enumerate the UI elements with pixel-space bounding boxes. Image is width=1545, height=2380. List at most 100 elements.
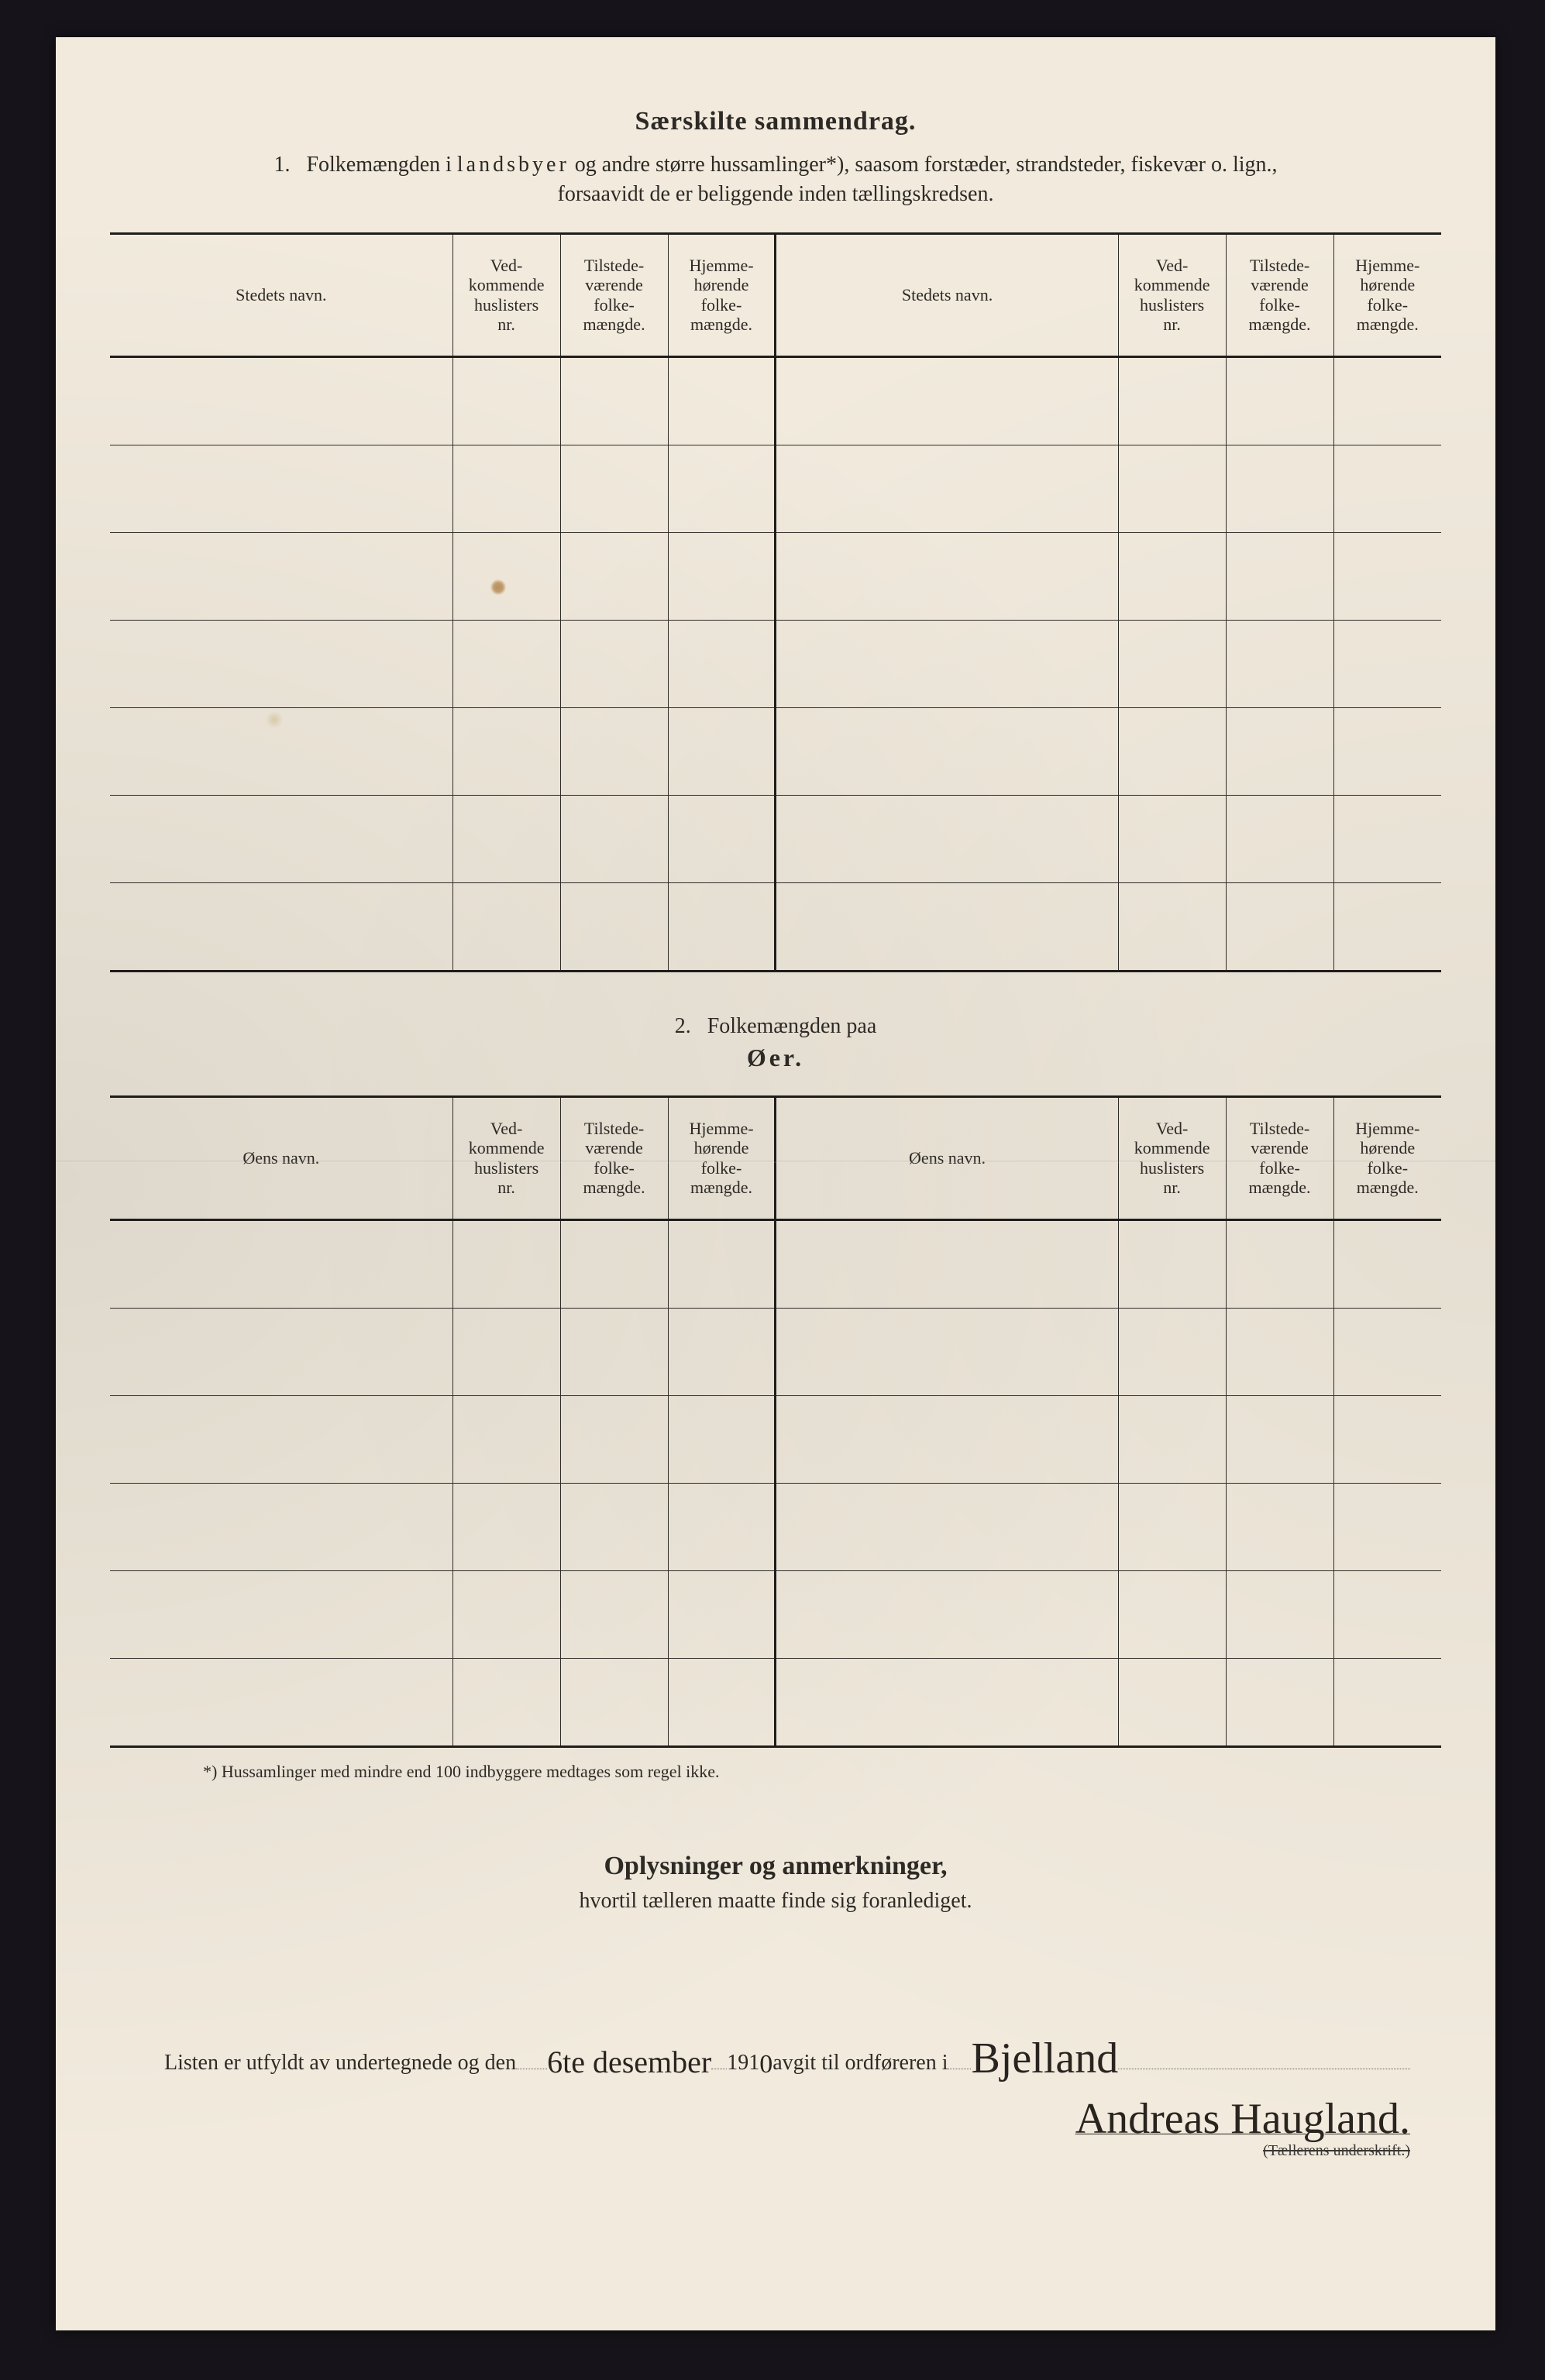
table-cell — [1226, 532, 1333, 620]
table-cell — [1226, 1219, 1333, 1308]
paper-fold — [56, 1161, 1495, 1163]
table-cell — [452, 532, 560, 620]
table-cell — [110, 356, 452, 445]
table-cell — [776, 445, 1118, 532]
table-cell — [560, 1219, 668, 1308]
table-row — [110, 882, 1441, 971]
table-cell — [1226, 1308, 1333, 1395]
table-cell — [1333, 1395, 1441, 1483]
sig-prefix: Listen er utfyldt av undertegnede og den — [164, 2051, 516, 2076]
table-cell — [1118, 882, 1226, 971]
oplysninger-sub: hvortil tælleren maatte finde sig foranl… — [110, 1889, 1441, 1914]
table-cell — [560, 620, 668, 707]
table-cell — [560, 532, 668, 620]
table-cell — [110, 1570, 452, 1658]
table-cell — [668, 882, 776, 971]
table-row — [110, 1483, 1441, 1570]
table-cell — [1118, 1395, 1226, 1483]
main-title: Særskilte sammendrag. — [110, 107, 1441, 136]
table-cell — [452, 356, 560, 445]
table-cell — [1118, 1219, 1226, 1308]
table-row — [110, 532, 1441, 620]
table-cell — [1333, 795, 1441, 882]
table-cell — [1333, 1483, 1441, 1570]
table-cell — [1226, 1483, 1333, 1570]
table-cell — [1118, 1483, 1226, 1570]
table-cell — [110, 882, 452, 971]
table-cell — [110, 1483, 452, 1570]
table-cell — [1226, 795, 1333, 882]
t2-h-right-name: Øens navn. — [776, 1096, 1118, 1219]
table-cell — [452, 707, 560, 795]
table-cell — [1118, 1658, 1226, 1746]
section1-text-spaced: landsbyer — [457, 153, 569, 177]
table-cell — [560, 1658, 668, 1746]
table-cell — [776, 532, 1118, 620]
table-cell — [560, 795, 668, 882]
section2-line2: Øer. — [110, 1044, 1441, 1072]
table-cell — [776, 1308, 1118, 1395]
t1-h-left-hjem: Hjemme- hørende folke- mængde. — [668, 233, 776, 356]
table-cell — [1333, 532, 1441, 620]
table-cell — [776, 1483, 1118, 1570]
table-cell — [560, 1570, 668, 1658]
t1-h-right-name: Stedets navn. — [776, 233, 1118, 356]
census-form-page: Særskilte sammendrag. 1. Folkemængden i … — [56, 37, 1495, 2330]
sig-signer-hand: Andreas Haugland. — [1075, 2094, 1410, 2144]
table-cell — [1226, 620, 1333, 707]
t2-body — [110, 1219, 1441, 1746]
sig-mid: avgit til ordføreren i — [772, 2051, 948, 2076]
table-cell — [776, 620, 1118, 707]
table-cell — [110, 1658, 452, 1746]
table-cell — [668, 1658, 776, 1746]
table-cell — [1333, 707, 1441, 795]
table-cell — [1333, 1308, 1441, 1395]
table-landsbyer: Stedets navn. Ved- kommende huslisters n… — [110, 232, 1441, 972]
table-cell — [452, 620, 560, 707]
table-cell — [452, 1658, 560, 1746]
table-cell — [1226, 707, 1333, 795]
t1-h-left-name: Stedets navn. — [110, 233, 452, 356]
table-cell — [560, 1308, 668, 1395]
table-cell — [1226, 445, 1333, 532]
t1-h-left-tilst: Tilstede- værende folke- mængde. — [560, 233, 668, 356]
table-row — [110, 1219, 1441, 1308]
table-cell — [776, 356, 1118, 445]
table-cell — [1226, 356, 1333, 445]
table-cell — [560, 1483, 668, 1570]
paper-stain — [265, 711, 284, 728]
table-cell — [110, 532, 452, 620]
table-cell — [1226, 882, 1333, 971]
table-cell — [776, 795, 1118, 882]
table-cell — [1118, 356, 1226, 445]
table-cell — [668, 707, 776, 795]
table-cell — [1333, 882, 1441, 971]
table-cell — [1118, 795, 1226, 882]
table-row — [110, 1658, 1441, 1746]
table-cell — [560, 445, 668, 532]
table-cell — [1333, 445, 1441, 532]
table-cell — [1118, 707, 1226, 795]
table-row — [110, 1308, 1441, 1395]
table-cell — [110, 445, 452, 532]
table-cell — [668, 1483, 776, 1570]
t2-h-left-tilst: Tilstede- værende folke- mængde. — [560, 1096, 668, 1219]
table-cell — [1118, 620, 1226, 707]
section2-number: 2. — [675, 1014, 691, 1038]
table-cell — [560, 882, 668, 971]
table-cell — [668, 1308, 776, 1395]
footnote: *) Hussamlinger med mindre end 100 indby… — [203, 1762, 1441, 1782]
section2-line1: 2. Folkemængden paa — [110, 1014, 1441, 1039]
table-cell — [776, 707, 1118, 795]
signature-block: Listen er utfyldt av undertegnede og den… — [164, 2031, 1410, 2160]
t2-h-left-name: Øens navn. — [110, 1096, 452, 1219]
t2-h-right-tilst: Tilstede- værende folke- mængde. — [1226, 1096, 1333, 1219]
table-cell — [1226, 1570, 1333, 1658]
t1-h-right-tilst: Tilstede- værende folke- mængde. — [1226, 233, 1333, 356]
sig-caption: (Tællerens underskrift.) — [164, 2142, 1410, 2160]
t1-h-left-nr: Ved- kommende huslisters nr. — [452, 233, 560, 356]
table-cell — [776, 1219, 1118, 1308]
table-cell — [1118, 1570, 1226, 1658]
table-row — [110, 356, 1441, 445]
table-cell — [1333, 1570, 1441, 1658]
